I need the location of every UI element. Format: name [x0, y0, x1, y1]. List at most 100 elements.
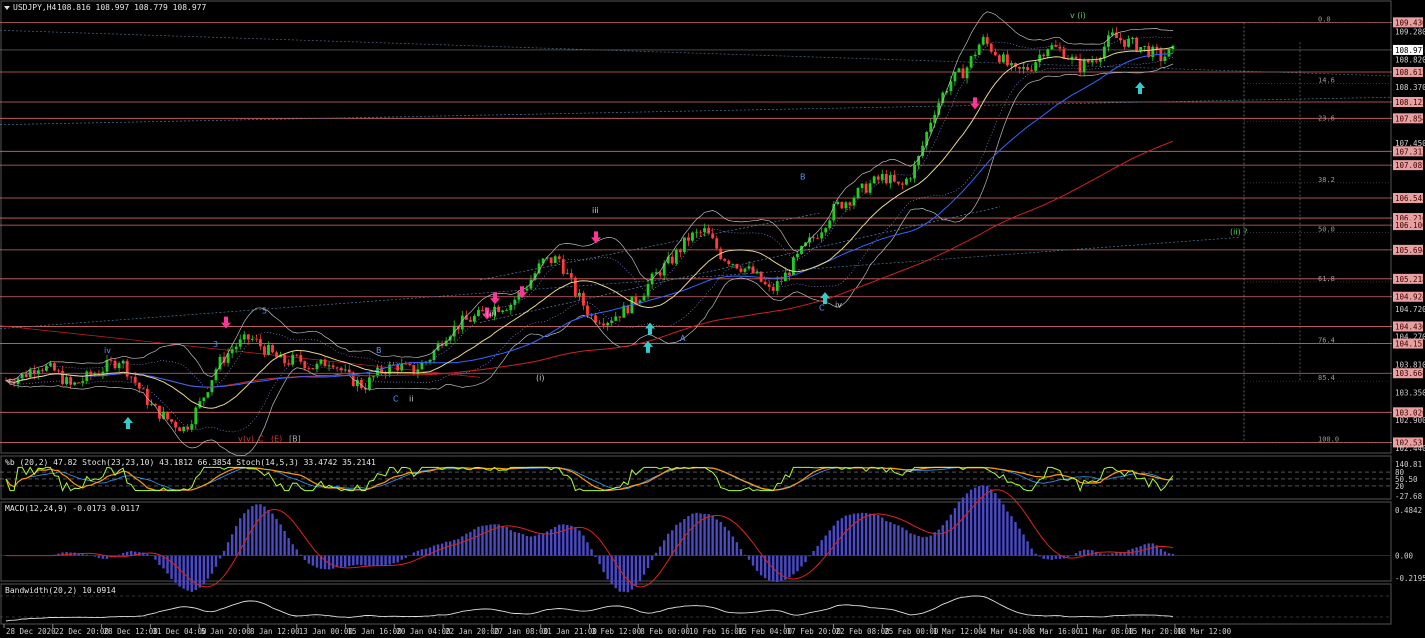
candle-body: [477, 310, 480, 316]
dropdown-triangle-icon[interactable]: [4, 6, 10, 10]
time-label: 15 Feb 04:00: [738, 627, 793, 636]
candle-body: [283, 354, 287, 364]
candle-body: [868, 183, 872, 193]
candle-body: [242, 334, 246, 340]
candle-body: [739, 268, 743, 272]
price-label: 109.430: [1395, 18, 1425, 27]
bollinger-lower: [5, 63, 1174, 456]
price-label: 105.218: [1395, 275, 1425, 284]
fib-label: 50.0: [1318, 225, 1335, 233]
time-label: 15 Mar 20:00: [1128, 627, 1183, 636]
wave-label: (E): [271, 434, 282, 443]
candle-body: [1058, 46, 1062, 49]
candle-body: [743, 268, 747, 272]
candle-body: [468, 319, 472, 322]
candle-body: [662, 263, 666, 276]
candle-body: [755, 271, 759, 274]
candle-body: [311, 368, 315, 370]
wave-label: ii: [409, 395, 413, 404]
candle-body: [533, 273, 537, 280]
candle-body: [541, 258, 545, 264]
candle-body: [404, 363, 408, 365]
fib-levels: 0.0 14.6 23.6 38.2 50.0 61.8 76.4 85.4 100.0: [1243, 15, 1391, 443]
candle-body: [626, 305, 630, 314]
candle-body: [598, 322, 602, 324]
candle-body: [65, 377, 69, 385]
candle-body: [682, 237, 686, 253]
candle-body: [622, 305, 626, 318]
candle-body: [384, 372, 387, 375]
candle-body: [658, 272, 662, 276]
candle-body: [787, 272, 791, 276]
candle-body: [569, 273, 573, 278]
candle-body: [582, 292, 585, 306]
candle-body: [1127, 38, 1130, 47]
candle-body: [113, 360, 117, 369]
candle-body: [121, 360, 125, 364]
stoch-axis-label: 80: [1395, 468, 1405, 477]
wave-label: B: [800, 172, 806, 181]
candle-body: [335, 367, 339, 369]
price-tag: [1393, 244, 1423, 255]
arrow-down-icon: [482, 307, 492, 320]
candle-body: [359, 379, 363, 389]
candle-body: [319, 359, 323, 364]
moving-averages: [5, 11, 1174, 456]
candle-body: [339, 367, 343, 371]
candle-body: [933, 114, 937, 123]
main-panel-frame: [0, 0, 1392, 454]
candle-body: [687, 237, 690, 241]
candle-body: [638, 300, 642, 303]
candle-body: [497, 306, 501, 312]
signal-arrows: [123, 82, 1145, 429]
candle-body: [711, 233, 715, 239]
price-label: 103.668: [1395, 369, 1425, 378]
candle-body: [1123, 40, 1126, 47]
candle-body: [981, 37, 985, 45]
candle-body: [222, 356, 226, 363]
wave-label: C: [258, 434, 264, 443]
price-label: 108.122: [1395, 98, 1425, 107]
price-label: 102.900: [1395, 416, 1425, 425]
candle-body: [836, 202, 840, 205]
stoch-axis-label: 20: [1395, 482, 1405, 491]
candle-body: [602, 323, 606, 326]
trendline-mid: [0, 236, 1241, 329]
candle-body: [860, 183, 864, 189]
fib-label: 85.4: [1318, 374, 1335, 382]
candle-body: [929, 122, 933, 132]
candle-body: [295, 354, 299, 356]
candle-body: [751, 266, 755, 274]
stoch-header: %b (20,2) 47.82 Stoch(23,23,10) 43.1812 …: [5, 458, 376, 467]
candle-body: [642, 295, 646, 301]
candle-body: [452, 325, 456, 337]
candle-body: [287, 363, 291, 365]
price-label: 107.085: [1395, 161, 1425, 170]
arrow-up-icon: [645, 322, 655, 335]
price-label: 104.720: [1395, 305, 1425, 314]
price-tag: [1393, 66, 1423, 77]
candle-body: [178, 427, 182, 432]
candle-body: [1094, 60, 1098, 62]
candle-body: [949, 81, 953, 92]
candle-body: [20, 374, 24, 379]
candle-body: [230, 349, 234, 354]
time-label: 22 Dec 20:00: [55, 627, 110, 636]
wave-label: iv: [835, 300, 842, 309]
wave-label: v (i): [1070, 11, 1086, 20]
time-label: 8 Mar 16:00: [1031, 627, 1081, 636]
candle-body: [206, 392, 210, 398]
candle-body: [388, 364, 392, 375]
candle-body: [989, 43, 993, 52]
arrow-up-icon: [643, 340, 653, 353]
candle-body: [77, 382, 81, 384]
candle-body: [864, 183, 868, 193]
candle-body: [529, 279, 533, 289]
candle-body: [901, 183, 904, 185]
fib-label: 76.4: [1318, 336, 1335, 344]
candle-body: [965, 67, 969, 79]
candle-body: [792, 257, 795, 276]
candle-body: [1006, 54, 1009, 66]
candle-body: [57, 370, 60, 372]
candle-body: [586, 305, 589, 315]
